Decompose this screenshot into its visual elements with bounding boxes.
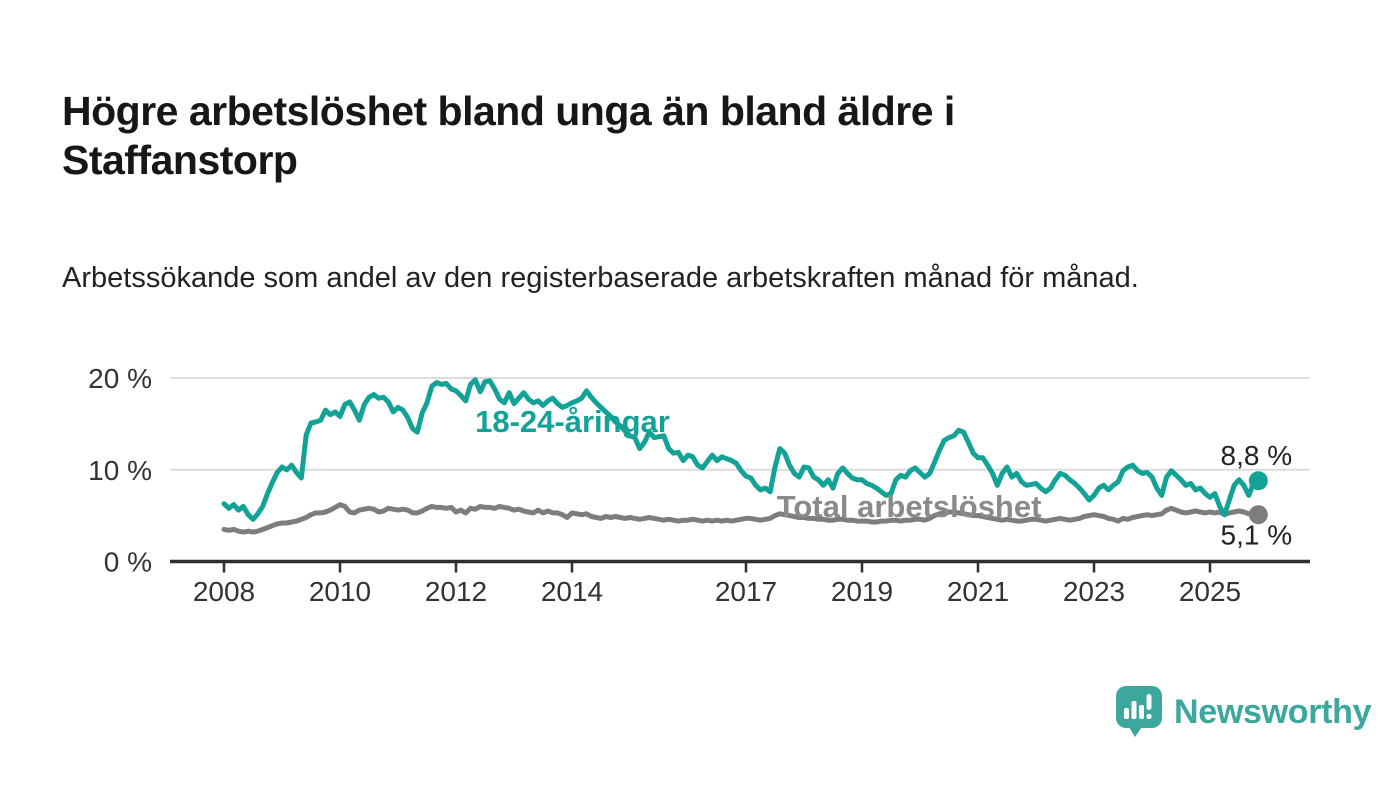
newsworthy-logo: Newsworthy bbox=[1116, 686, 1372, 738]
chart-area: 0 % 10 % 20 % 2008 2010 2012 2014 2017 2019 2021 2… bbox=[0, 340, 1400, 640]
y-tick-label: 20 % bbox=[88, 363, 152, 394]
series-name-label-total: Total arbetslöshet bbox=[777, 489, 1042, 524]
y-tick-label: 0 % bbox=[104, 547, 152, 578]
x-tick-label: 2017 bbox=[715, 576, 777, 607]
series-line-total bbox=[221, 502, 1261, 535]
series-end-value-label-total: 5,1 % bbox=[1221, 520, 1293, 551]
series-name-label-youth: 18-24-åringar bbox=[475, 404, 670, 439]
x-tick-label: 2010 bbox=[309, 576, 371, 607]
newsworthy-chart-bubble-icon bbox=[1116, 686, 1162, 737]
page-title: Högre arbetslöshet bland unga än bland ä… bbox=[62, 88, 955, 183]
x-tick-label: 2019 bbox=[831, 576, 893, 607]
newsworthy-logo-text: Newsworthy bbox=[1174, 692, 1372, 731]
series-end-dot-youth bbox=[1248, 471, 1268, 491]
y-tick-label: 10 % bbox=[88, 455, 152, 486]
page-subtitle: Arbetssökande som andel av den registerb… bbox=[62, 262, 1139, 294]
x-tick-label: 2021 bbox=[947, 576, 1009, 607]
x-tick-label: 2012 bbox=[425, 576, 487, 607]
series-end-dot-total bbox=[1248, 505, 1268, 525]
x-tick-label: 2025 bbox=[1179, 576, 1241, 607]
x-tick-label: 2014 bbox=[541, 576, 603, 607]
series-line-youth bbox=[221, 377, 1261, 522]
series-end-value-label-youth: 8,8 % bbox=[1221, 440, 1293, 471]
x-tick-label: 2023 bbox=[1063, 576, 1125, 607]
unemployment-line-chart: 0 % 10 % 20 % 2008 2010 2012 2014 2017 2019 2021 2… bbox=[88, 363, 1310, 607]
x-tick-label: 2008 bbox=[193, 576, 255, 607]
